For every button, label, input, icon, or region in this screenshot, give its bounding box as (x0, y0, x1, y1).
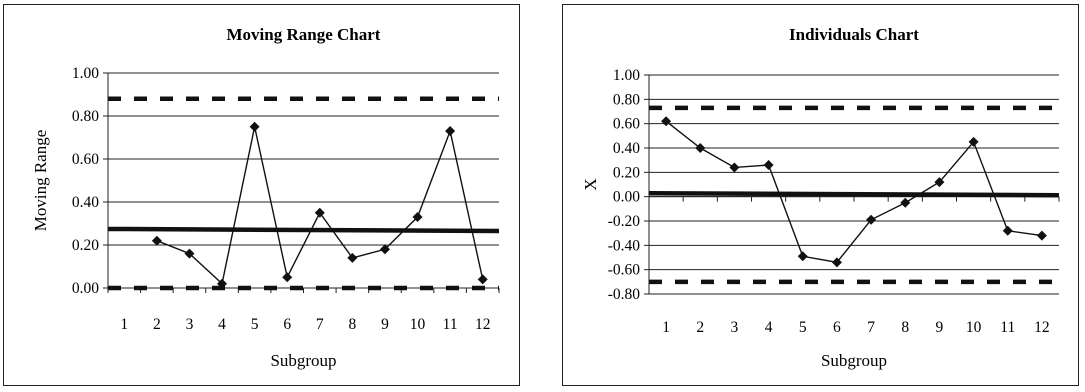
x-tick-label: 12 (1034, 319, 1050, 336)
data-point-marker (412, 212, 423, 223)
y-tick-label: 0.60 (613, 116, 640, 133)
x-tick-label: 11 (443, 316, 458, 333)
data-point-marker (968, 136, 979, 147)
y-axis-label: X (581, 178, 600, 190)
individuals-chart: Individuals Chart -0.80 -0.60 -0.40 -0.20 0.0… (581, 25, 1060, 370)
x-tick-label: 8 (901, 319, 909, 336)
y-tick-label: -0.80 (608, 286, 641, 303)
x-tick-label: 5 (799, 319, 807, 336)
x-tick-label: 5 (251, 316, 259, 333)
data-point-marker (217, 278, 228, 289)
x-tick-label: 6 (283, 316, 291, 333)
x-tick-label: 3 (186, 316, 194, 333)
y-tick-label: 1.00 (72, 65, 99, 82)
data-point-marker (866, 214, 877, 225)
moving-range-chart-panel: Moving Range Chart 0.00 0.20 0.40 0.60 0.80 1.… (3, 4, 520, 386)
y-tick-label: 0.40 (72, 194, 99, 211)
data-series-line (156, 126, 484, 286)
x-tick-label: 8 (349, 316, 357, 333)
x-tick-label: 1 (120, 316, 128, 333)
y-tick-label: 0.80 (613, 91, 640, 108)
center-line (648, 190, 1060, 198)
moving-range-chart: Moving Range Chart 0.00 0.20 0.40 0.60 0.80 1.… (31, 25, 500, 370)
data-point-marker (729, 162, 740, 173)
x-tick-label: 3 (731, 319, 739, 336)
data-point-marker (151, 235, 162, 246)
x-tick-label: 10 (410, 316, 426, 333)
data-point-marker (661, 116, 672, 127)
data-point-marker (249, 121, 260, 132)
x-tick-label: 6 (833, 319, 841, 336)
individuals-chart-panel: Individuals Chart -0.80 -0.60 -0.40 -0.20 0.0… (562, 4, 1079, 386)
y-tick-label: 0.60 (72, 151, 99, 168)
x-tick-label: 4 (218, 316, 226, 333)
data-point-marker (831, 257, 842, 268)
data-point-marker (1036, 230, 1047, 241)
data-point-marker (1002, 225, 1013, 236)
data-point-marker (797, 251, 808, 262)
x-tick-label: 7 (316, 316, 324, 333)
data-point-marker (314, 207, 325, 218)
y-tick-label: 0.20 (613, 164, 640, 181)
data-series-line (665, 120, 1043, 264)
y-tick-label: 0.00 (613, 189, 640, 206)
y-tick-label: 1.00 (613, 67, 640, 84)
x-axis-label: Subgroup (821, 351, 887, 370)
data-point-marker (379, 244, 390, 255)
x-tick-label: 9 (381, 316, 389, 333)
data-point-marker (763, 160, 774, 171)
y-tick-label: 0.80 (72, 108, 99, 125)
x-tick-label: 11 (1000, 319, 1015, 336)
center-line (107, 226, 500, 234)
data-point-marker (347, 252, 358, 263)
y-axis-label: Moving Range (31, 130, 50, 232)
x-tick-label: 1 (662, 319, 670, 336)
y-tick-label: 0.40 (613, 140, 640, 157)
y-tick-label: 0.00 (72, 280, 99, 297)
y-tick-label: -0.60 (608, 262, 641, 279)
x-tick-label: 2 (696, 319, 704, 336)
x-tick-label: 12 (475, 316, 491, 333)
x-tick-label: 9 (936, 319, 944, 336)
y-tick-label: -0.40 (608, 237, 641, 254)
data-point-marker (477, 274, 488, 285)
data-point-marker (695, 143, 706, 153)
x-tick-label: 7 (867, 319, 875, 336)
data-point-marker (934, 177, 945, 188)
chart-title: Moving Range Chart (227, 25, 381, 44)
chart-title: Individuals Chart (789, 25, 919, 44)
y-tick-label: -0.20 (608, 213, 641, 230)
data-point-marker (184, 248, 195, 259)
x-tick-label: 2 (153, 316, 161, 333)
x-axis-label: Subgroup (270, 351, 336, 370)
data-point-marker (282, 272, 293, 283)
x-tick-label: 10 (966, 319, 982, 336)
x-tick-label: 4 (765, 319, 773, 336)
data-point-marker (445, 126, 456, 137)
y-tick-label: 0.20 (72, 237, 99, 254)
data-point-marker (900, 197, 911, 208)
